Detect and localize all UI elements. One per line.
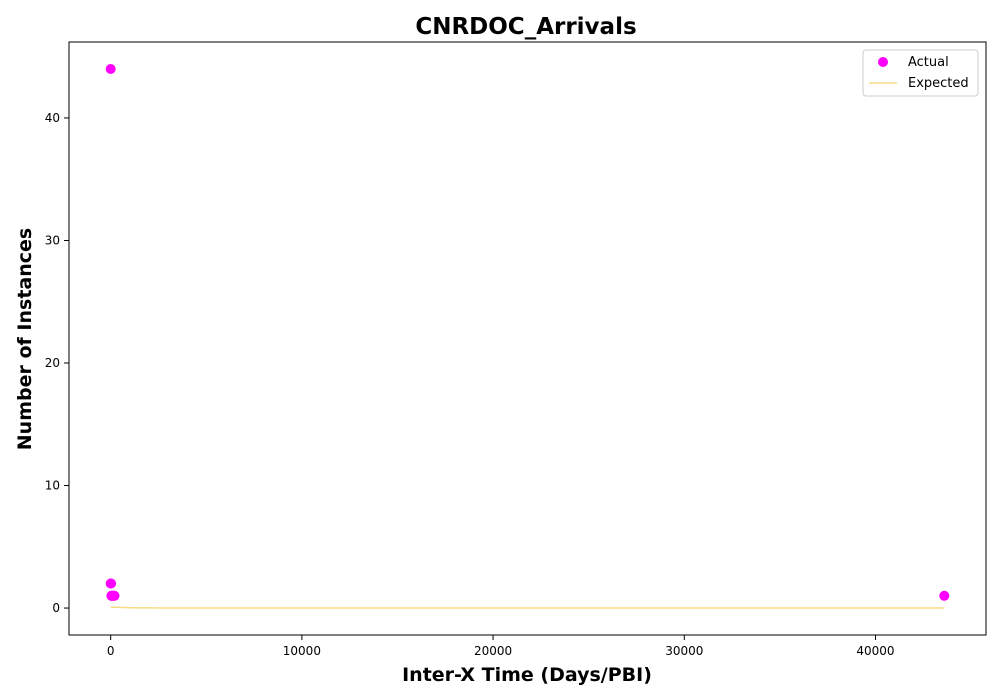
x-axis-title: Inter-X Time (Days/PBI) — [402, 664, 652, 686]
y-tick-label: 10 — [45, 479, 60, 493]
x-tick-label: 0 — [107, 644, 115, 658]
plot-frame — [68, 41, 987, 636]
plot-area — [69, 42, 986, 635]
legend-marker-actual — [878, 57, 888, 67]
chart-title: CNRDOC_Arrivals — [415, 14, 636, 40]
legend-box — [862, 49, 979, 97]
x-tick-label: 20000 — [474, 644, 512, 658]
x-tick-label: 40000 — [856, 644, 894, 658]
axes-layer: 0 10000 20000 30000 40000 0 10 20 30 40 — [45, 41, 987, 658]
actual-point — [106, 578, 117, 589]
x-tick-label: 10000 — [283, 644, 321, 658]
y-tick-label: 20 — [45, 356, 60, 370]
legend-label: Actual — [908, 55, 949, 70]
series-layer — [105, 64, 950, 609]
expected-line — [110, 606, 945, 609]
actual-point — [939, 590, 950, 601]
legend-label: Expected — [908, 76, 969, 91]
y-tick-label: 0 — [52, 601, 60, 615]
legend: Actual Expected — [862, 49, 979, 97]
y-axis-title: Number of Instances — [14, 228, 36, 450]
y-tick-label: 30 — [45, 233, 60, 247]
actual-point — [105, 64, 116, 74]
y-tick-label: 40 — [45, 111, 60, 125]
actual-point — [109, 590, 120, 601]
x-tick-label: 30000 — [665, 644, 703, 658]
